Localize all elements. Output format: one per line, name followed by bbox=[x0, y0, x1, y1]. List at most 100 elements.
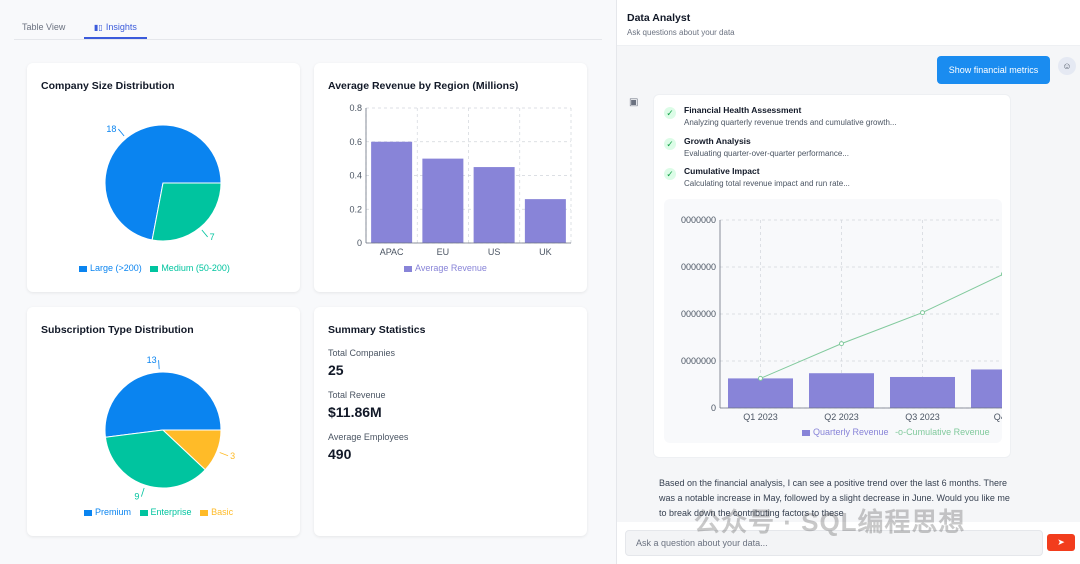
cumulative-point bbox=[920, 310, 925, 316]
stat-value: 25 bbox=[328, 362, 344, 378]
y-tick-label: 0.4 bbox=[349, 171, 362, 181]
summary-item-revenue: Total Revenue $11.86M bbox=[328, 390, 386, 420]
check-icon: ✓ bbox=[664, 168, 676, 180]
avg-revenue-bar-chart: 0 0.2 0.4 0.6 0.8 APAC EU US UK bbox=[349, 103, 572, 257]
bar-q1-2023 bbox=[728, 378, 793, 408]
x-tick-label: UK bbox=[539, 247, 552, 257]
pie-value-label: 13 bbox=[147, 355, 157, 365]
tab-insights[interactable]: ▮▯ Insights bbox=[84, 22, 147, 39]
y-tick-label: 0 bbox=[357, 238, 362, 248]
bar-eu bbox=[422, 158, 464, 243]
bar-q4-2 bbox=[971, 369, 1002, 408]
summary-item-companies: Total Companies 25 bbox=[328, 348, 395, 378]
tab-insights-label: Insights bbox=[105, 22, 137, 32]
legend-swatch-large bbox=[79, 265, 87, 272]
company-size-card: Company Size Distribution 18 7 Large (>20… bbox=[27, 63, 300, 292]
legend-premium: Premium bbox=[95, 507, 132, 517]
subscription-title: Subscription Type Distribution bbox=[41, 324, 194, 336]
bar-us bbox=[473, 167, 515, 243]
bar-apac bbox=[371, 141, 413, 243]
robot-icon: ▣ bbox=[629, 97, 639, 108]
send-icon[interactable]: ➤ bbox=[1047, 534, 1075, 551]
assistant-response-card: ✓ Financial Health Assessment Analyzing … bbox=[653, 94, 1011, 458]
legend-medium: Medium (50-200) bbox=[161, 263, 230, 273]
legend-avg-revenue: Average Revenue bbox=[415, 263, 487, 273]
legend-cumulative-revenue: Cumulative Revenue bbox=[906, 427, 990, 437]
y-tick-label: 0.6 bbox=[349, 137, 362, 147]
pie-label-line bbox=[140, 487, 145, 497]
company-size-legend: Large (>200) Medium (50-200) bbox=[79, 263, 230, 273]
pie-slice-enterprise bbox=[104, 429, 206, 489]
legend-line-marker-icon: -o- bbox=[895, 427, 907, 437]
avg-revenue-legend: Average Revenue bbox=[404, 263, 487, 273]
assistant-title: Data Analyst bbox=[627, 12, 691, 24]
financial-chart: 0 0000000 0000000 0000000 0000000 Q1 2023 Q2 2… bbox=[664, 199, 1002, 443]
financial-chart-legend: Quarterly Revenue -o-Cumulative Revenue bbox=[802, 427, 990, 437]
chart-icon: ▮▯ bbox=[94, 23, 103, 32]
legend-swatch-quarterly bbox=[802, 429, 810, 436]
assistant-header: Data Analyst Ask questions about your da… bbox=[617, 0, 1080, 46]
tab-table-view[interactable]: Table View bbox=[22, 22, 66, 32]
pie-slice-basic bbox=[161, 429, 222, 471]
summary-title: Summary Statistics bbox=[328, 324, 426, 336]
subscription-card: Subscription Type Distribution 13 9 3 Prem… bbox=[27, 307, 300, 536]
cumulative-revenue-line bbox=[760, 274, 1002, 379]
step-desc: Evaluating quarter-over-quarter performa… bbox=[684, 149, 849, 158]
chat-input[interactable]: Ask a question about your data... bbox=[625, 530, 1043, 556]
bar-uk bbox=[524, 199, 566, 243]
user-message-bubble[interactable]: Show financial metrics bbox=[937, 56, 1050, 84]
pie-label-line bbox=[118, 128, 125, 137]
stat-value: 490 bbox=[328, 446, 352, 462]
legend-large: Large (>200) bbox=[90, 263, 142, 273]
y-tick-label: 0.8 bbox=[349, 103, 362, 113]
legend-swatch-enterprise bbox=[139, 509, 148, 516]
stat-label: Average Employees bbox=[328, 432, 409, 442]
step-desc: Calculating total revenue impact and run… bbox=[684, 179, 850, 188]
summary-item-employees: Average Employees 490 bbox=[328, 432, 408, 462]
x-tick-label: EU bbox=[437, 247, 450, 257]
avg-revenue-card: Average Revenue by Region (Millions) 0 0.… bbox=[314, 63, 587, 292]
subscription-pie: 13 9 3 bbox=[104, 355, 235, 502]
x-tick-label: APAC bbox=[380, 247, 404, 257]
cumulative-point bbox=[758, 375, 763, 381]
watermark: 公众号 · SQL编程思想 bbox=[694, 507, 966, 537]
view-tabs: Table View ▮▯ Insights bbox=[14, 16, 602, 40]
y-tick-label: 0000000 bbox=[681, 215, 716, 225]
x-tick-label: US bbox=[488, 247, 501, 257]
assistant-subtitle: Ask questions about your data bbox=[627, 28, 735, 37]
stat-value: $11.86M bbox=[328, 404, 382, 420]
y-tick-label: 0000000 bbox=[681, 309, 716, 319]
pie-value-label: 3 bbox=[230, 451, 235, 461]
pie-label-line bbox=[158, 360, 160, 370]
legend-swatch-medium bbox=[150, 265, 159, 272]
x-tick-label: Q4 2 bbox=[994, 412, 1002, 422]
check-icon: ✓ bbox=[664, 138, 676, 150]
legend-enterprise: Enterprise bbox=[150, 507, 192, 517]
x-tick-label: Q1 2023 bbox=[743, 412, 778, 422]
x-tick-label: Q3 2023 bbox=[905, 412, 940, 422]
summary-card: Summary Statistics Total Companies 25 To… bbox=[314, 307, 587, 536]
y-tick-label: 0000000 bbox=[681, 356, 716, 366]
bar-q3-2023 bbox=[890, 376, 955, 408]
pie-value-label: 7 bbox=[210, 232, 215, 242]
avg-revenue-title: Average Revenue by Region (Millions) bbox=[328, 80, 519, 92]
analysis-text: Based on the financial analysis, I can s… bbox=[659, 478, 1010, 518]
company-size-pie: 18 7 bbox=[104, 124, 222, 242]
legend-basic: Basic bbox=[211, 507, 234, 517]
legend-swatch-basic bbox=[200, 509, 209, 516]
check-icon: ✓ bbox=[664, 107, 676, 119]
step-title: Financial Health Assessment bbox=[684, 105, 802, 115]
dashboard-panel: Table View ▮▯ Insights Company Size Distr… bbox=[14, 16, 602, 536]
assistant-panel: Data Analyst Ask questions about your da… bbox=[616, 0, 1080, 564]
step-title: Growth Analysis bbox=[684, 136, 751, 146]
subscription-legend: Premium Enterprise Basic bbox=[84, 507, 233, 517]
legend-swatch-avg-revenue bbox=[404, 265, 412, 272]
stat-label: Total Revenue bbox=[328, 390, 386, 400]
stat-label: Total Companies bbox=[328, 348, 396, 358]
y-tick-label: 0000000 bbox=[681, 262, 716, 272]
y-tick-label: 0.2 bbox=[349, 204, 362, 214]
pie-label-line bbox=[219, 452, 229, 457]
pie-value-label: 9 bbox=[134, 492, 139, 502]
